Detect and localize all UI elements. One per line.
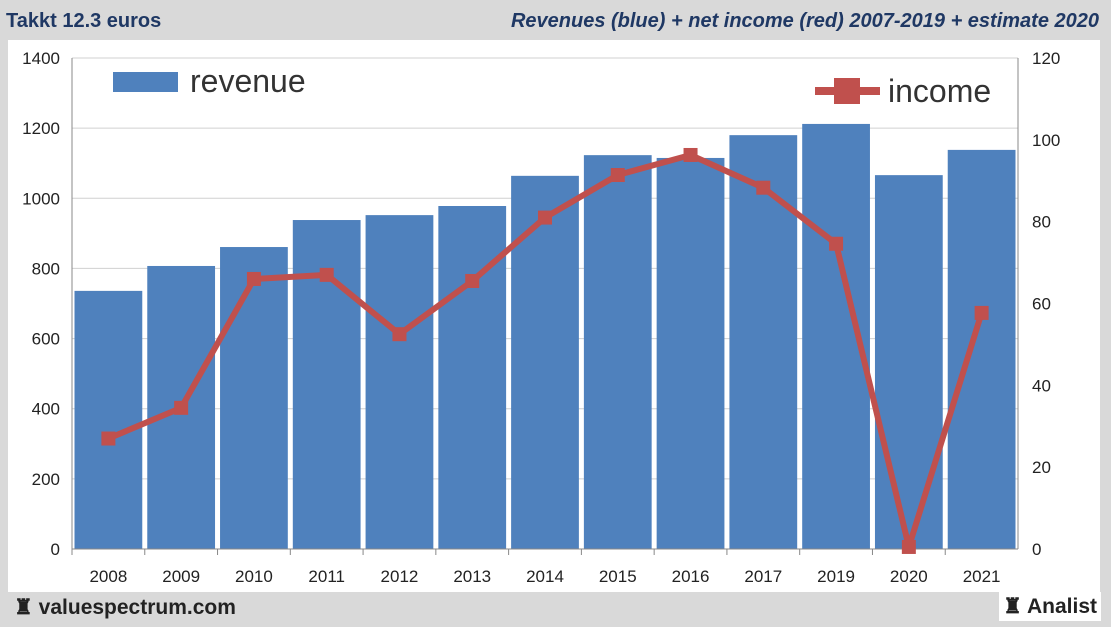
y-left-tick-label: 1400 (22, 49, 60, 68)
y-right-tick-label: 60 (1032, 295, 1051, 314)
revenue-bar (220, 247, 288, 549)
income-marker (246, 271, 261, 286)
income-marker (392, 327, 407, 342)
revenue-bar (874, 175, 943, 550)
income-marker (465, 273, 480, 288)
footer-analist-text: Analist (1026, 595, 1097, 618)
y-right-tick-label: 120 (1032, 49, 1060, 68)
footer-brand-text: valuespectrum.com (38, 596, 236, 619)
y-left-tick-label: 1000 (22, 189, 60, 208)
y-right-tick-label: 80 (1032, 213, 1051, 232)
legend-income-label: income (888, 73, 991, 109)
chess-rook-icon: ♜ (1003, 595, 1022, 618)
income-marker (101, 431, 116, 446)
x-tick-label: 2012 (381, 567, 419, 586)
revenue-bar (656, 157, 725, 550)
x-tick-label: 2020 (890, 567, 928, 586)
x-tick-label: 2015 (599, 567, 637, 586)
x-tick-label: 2011 (308, 567, 345, 586)
x-tick-label: 2019 (817, 567, 855, 586)
y-left-tick-label: 800 (32, 259, 60, 278)
chart-title-right: Revenues (blue) + net income (red) 2007-… (510, 10, 1099, 32)
y-left-tick-label: 1200 (22, 119, 60, 138)
income-marker (319, 267, 334, 282)
income-marker (610, 168, 625, 183)
revenue-bar (365, 215, 434, 549)
chart-title-left: Takkt 12.3 euros (6, 10, 162, 32)
y-left-tick-label: 200 (32, 470, 60, 489)
y-right-tick-label: 20 (1032, 458, 1051, 477)
revenue-bar (511, 175, 579, 549)
income-marker (538, 210, 552, 225)
legend-revenue-swatch (113, 72, 178, 92)
x-tick-label: 2017 (744, 567, 782, 586)
footer-brand: ♜ valuespectrum.com (14, 595, 236, 620)
y-right-tick-label: 40 (1032, 376, 1051, 395)
revenue-bar (947, 149, 1016, 549)
y-left-tick-label: 600 (32, 330, 60, 349)
x-tick-label: 2021 (963, 567, 1001, 586)
legend-revenue-label: revenue (190, 63, 306, 99)
x-tick-label: 2010 (235, 567, 273, 586)
income-marker (829, 236, 844, 251)
income-marker (901, 539, 916, 554)
revenue-bar (74, 290, 143, 549)
y-left-tick-label: 400 (32, 400, 60, 419)
income-marker (974, 305, 989, 320)
footer-analist: ♜ Analist (999, 592, 1101, 621)
income-marker (174, 400, 189, 415)
x-tick-label: 2014 (526, 567, 564, 586)
y-left-tick-label: 0 (51, 540, 60, 559)
y-right-tick-label: 0 (1032, 540, 1041, 559)
x-tick-label: 2016 (672, 567, 710, 586)
income-marker (683, 147, 698, 162)
revenue-bar (729, 135, 798, 549)
income-marker (756, 180, 771, 195)
x-tick-label: 2009 (162, 567, 200, 586)
legend-income-marker (834, 78, 860, 104)
x-tick-label: 2013 (453, 567, 491, 586)
x-tick-label: 2008 (89, 567, 127, 586)
revenue-bar (583, 155, 652, 549)
y-right-tick-label: 100 (1032, 131, 1060, 150)
chess-rook-icon: ♜ (14, 596, 33, 619)
